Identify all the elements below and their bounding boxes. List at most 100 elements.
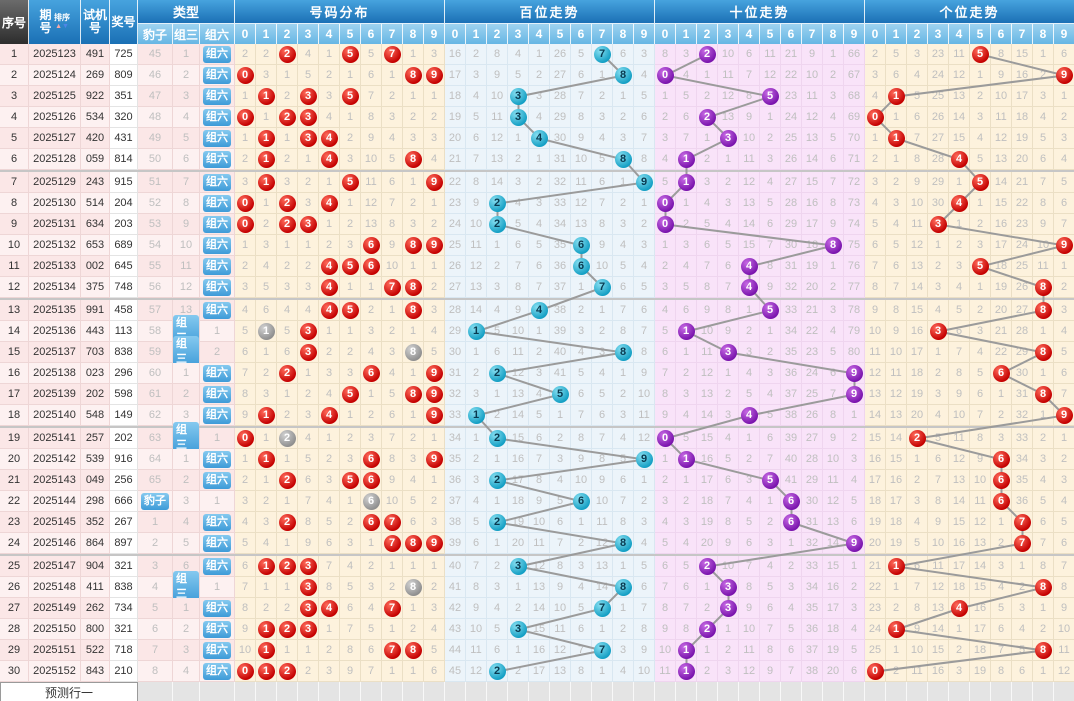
trend-cell: 5 bbox=[844, 640, 865, 661]
distribution-cell: 1 bbox=[256, 619, 277, 640]
trend-cell: 29 bbox=[802, 470, 823, 491]
prediction-input-cell[interactable] bbox=[403, 682, 424, 701]
prediction-input-cell[interactable] bbox=[571, 682, 592, 701]
trend-cell: 10 bbox=[907, 193, 928, 214]
prize-number-cell: 203 bbox=[110, 214, 138, 235]
prediction-input-cell[interactable] bbox=[634, 682, 655, 701]
digit-col-header: 0 bbox=[655, 24, 676, 44]
prediction-input-cell[interactable] bbox=[445, 682, 466, 701]
trend-cell: 3 bbox=[676, 235, 697, 256]
digit-col-header: 0 bbox=[235, 24, 256, 44]
col-header-period[interactable]: 期号 排序 ▲▼ bbox=[29, 0, 81, 44]
prediction-input-cell[interactable] bbox=[886, 682, 907, 701]
prediction-input-cell[interactable] bbox=[781, 682, 802, 701]
trend-cell: 7 bbox=[760, 235, 781, 256]
distribution-cell: 1 bbox=[256, 128, 277, 149]
prediction-input-cell[interactable] bbox=[613, 682, 634, 701]
distribution-cell: 2 bbox=[403, 428, 424, 449]
distribution-cell: 1 bbox=[361, 384, 382, 405]
trend-cell: 23 bbox=[865, 598, 886, 619]
number-ball: 8 bbox=[404, 278, 422, 296]
trend-cell: 69 bbox=[844, 107, 865, 128]
trend-ball: 2 bbox=[698, 620, 716, 638]
prediction-input-cell[interactable] bbox=[928, 682, 949, 701]
trend-cell: 1 bbox=[676, 470, 697, 491]
prediction-input-cell[interactable] bbox=[760, 682, 781, 701]
prediction-input-cell[interactable] bbox=[970, 682, 991, 701]
prediction-input-cell[interactable] bbox=[508, 682, 529, 701]
trend-cell: 3 bbox=[718, 342, 739, 363]
trend-cell: 3 bbox=[1054, 470, 1074, 491]
trend-cell: 2 bbox=[697, 556, 718, 577]
number-ball: 5 bbox=[341, 385, 359, 403]
trend-ball: 5 bbox=[971, 257, 989, 275]
prediction-input-cell[interactable] bbox=[319, 682, 340, 701]
prediction-input-cell[interactable] bbox=[424, 682, 445, 701]
trend-cell: 27 bbox=[445, 277, 466, 298]
trend-cell: 5 bbox=[760, 193, 781, 214]
prediction-input-cell[interactable] bbox=[823, 682, 844, 701]
sort-desc-icon[interactable]: ▼ bbox=[62, 23, 69, 30]
type-hit-badge: 组六 bbox=[203, 364, 231, 382]
prediction-input-cell[interactable] bbox=[466, 682, 487, 701]
prediction-input-cell[interactable] bbox=[907, 682, 928, 701]
prediction-input-cell[interactable] bbox=[802, 682, 823, 701]
prediction-input-cell[interactable] bbox=[865, 682, 886, 701]
sort-asc-icon[interactable]: ▲ bbox=[55, 23, 62, 30]
type-cell: 7 bbox=[138, 640, 173, 661]
prize-number-cell: 256 bbox=[110, 470, 138, 491]
type-cell: 45 bbox=[138, 44, 173, 65]
type-cell: 组六 bbox=[200, 449, 235, 470]
prediction-input-cell[interactable] bbox=[529, 682, 550, 701]
trend-cell: 1 bbox=[676, 172, 697, 193]
trend-cell: 22 bbox=[991, 342, 1012, 363]
prediction-input-cell[interactable] bbox=[361, 682, 382, 701]
trend-cell: 1 bbox=[886, 149, 907, 170]
prediction-input-cell[interactable] bbox=[298, 682, 319, 701]
distribution-cell: 5 bbox=[319, 512, 340, 533]
prediction-input-cell[interactable] bbox=[487, 682, 508, 701]
prediction-input-cell[interactable] bbox=[949, 682, 970, 701]
prediction-input-cell[interactable] bbox=[382, 682, 403, 701]
trend-cell: 22 bbox=[781, 65, 802, 86]
prize-number-cell: 149 bbox=[110, 405, 138, 426]
prediction-input-cell[interactable] bbox=[256, 682, 277, 701]
prediction-input-cell[interactable] bbox=[655, 682, 676, 701]
trend-cell: 4 bbox=[928, 300, 949, 321]
prediction-input-cell[interactable] bbox=[991, 682, 1012, 701]
prediction-input-cell[interactable] bbox=[718, 682, 739, 701]
prediction-input-cell[interactable] bbox=[1012, 682, 1033, 701]
sort-control[interactable]: 排序 ▲▼ bbox=[54, 13, 70, 31]
trend-cell: 9 bbox=[949, 384, 970, 405]
type-cell: 组六 bbox=[200, 363, 235, 384]
prediction-input-cell[interactable] bbox=[277, 682, 298, 701]
trend-cell: 7 bbox=[592, 428, 613, 449]
prediction-input-cell[interactable] bbox=[235, 682, 256, 701]
prediction-input-cell[interactable] bbox=[340, 682, 361, 701]
prediction-input-cell[interactable] bbox=[550, 682, 571, 701]
trend-cell: 9 bbox=[1054, 235, 1074, 256]
prediction-input-cell[interactable] bbox=[173, 682, 200, 701]
prediction-input-cell[interactable] bbox=[1054, 682, 1074, 701]
prediction-input-cell[interactable] bbox=[676, 682, 697, 701]
prediction-input-cell[interactable] bbox=[138, 682, 173, 701]
type-hit-badge: 组六 bbox=[203, 641, 231, 659]
trend-cell: 9 bbox=[970, 449, 991, 470]
trend-cell: 4 bbox=[634, 65, 655, 86]
prediction-input-cell[interactable] bbox=[844, 682, 865, 701]
prediction-input-cell[interactable] bbox=[200, 682, 235, 701]
trend-cell: 30 bbox=[802, 491, 823, 512]
seq-cell: 26 bbox=[0, 577, 29, 598]
prediction-input-cell[interactable] bbox=[1033, 682, 1054, 701]
trend-cell: 5 bbox=[718, 449, 739, 470]
trend-cell: 8 bbox=[508, 277, 529, 298]
trend-cell: 4 bbox=[823, 107, 844, 128]
prediction-input-cell[interactable] bbox=[697, 682, 718, 701]
type-hit-badge: 组六 bbox=[203, 45, 231, 63]
trend-cell: 9 bbox=[634, 172, 655, 193]
distribution-cell: 1 bbox=[256, 193, 277, 214]
distribution-cell: 1 bbox=[382, 661, 403, 682]
prediction-input-cell[interactable] bbox=[739, 682, 760, 701]
number-ball: 4 bbox=[320, 257, 338, 275]
prediction-input-cell[interactable] bbox=[592, 682, 613, 701]
